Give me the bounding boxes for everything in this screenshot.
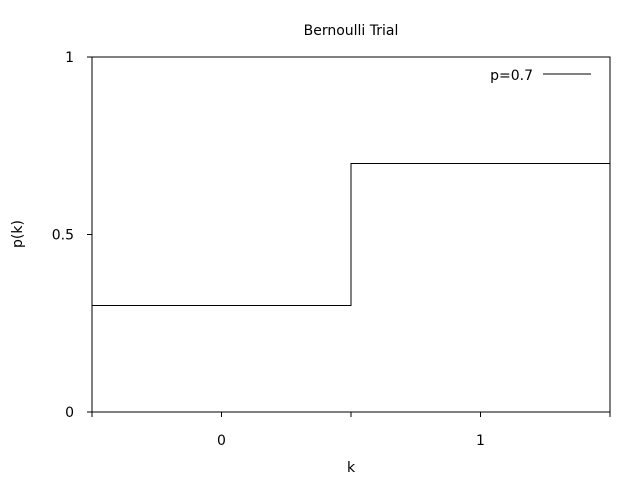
x-tick-label: 0 [217, 433, 226, 449]
y-tick-label: 0.5 [52, 228, 74, 244]
series-layer [92, 163, 610, 306]
legend: p=0.7 [490, 68, 591, 84]
legend-label: p=0.7 [490, 68, 533, 84]
y-tick-label: 0 [65, 405, 74, 421]
y-axis: 00.51 [52, 50, 92, 421]
chart-title: Bernoulli Trial [304, 23, 399, 39]
y-tick-label: 1 [65, 50, 74, 66]
series-line-0 [92, 163, 610, 306]
x-axis-title: k [347, 460, 356, 476]
y-axis-title: p(k) [10, 220, 26, 248]
x-tick-label: 1 [476, 433, 485, 449]
